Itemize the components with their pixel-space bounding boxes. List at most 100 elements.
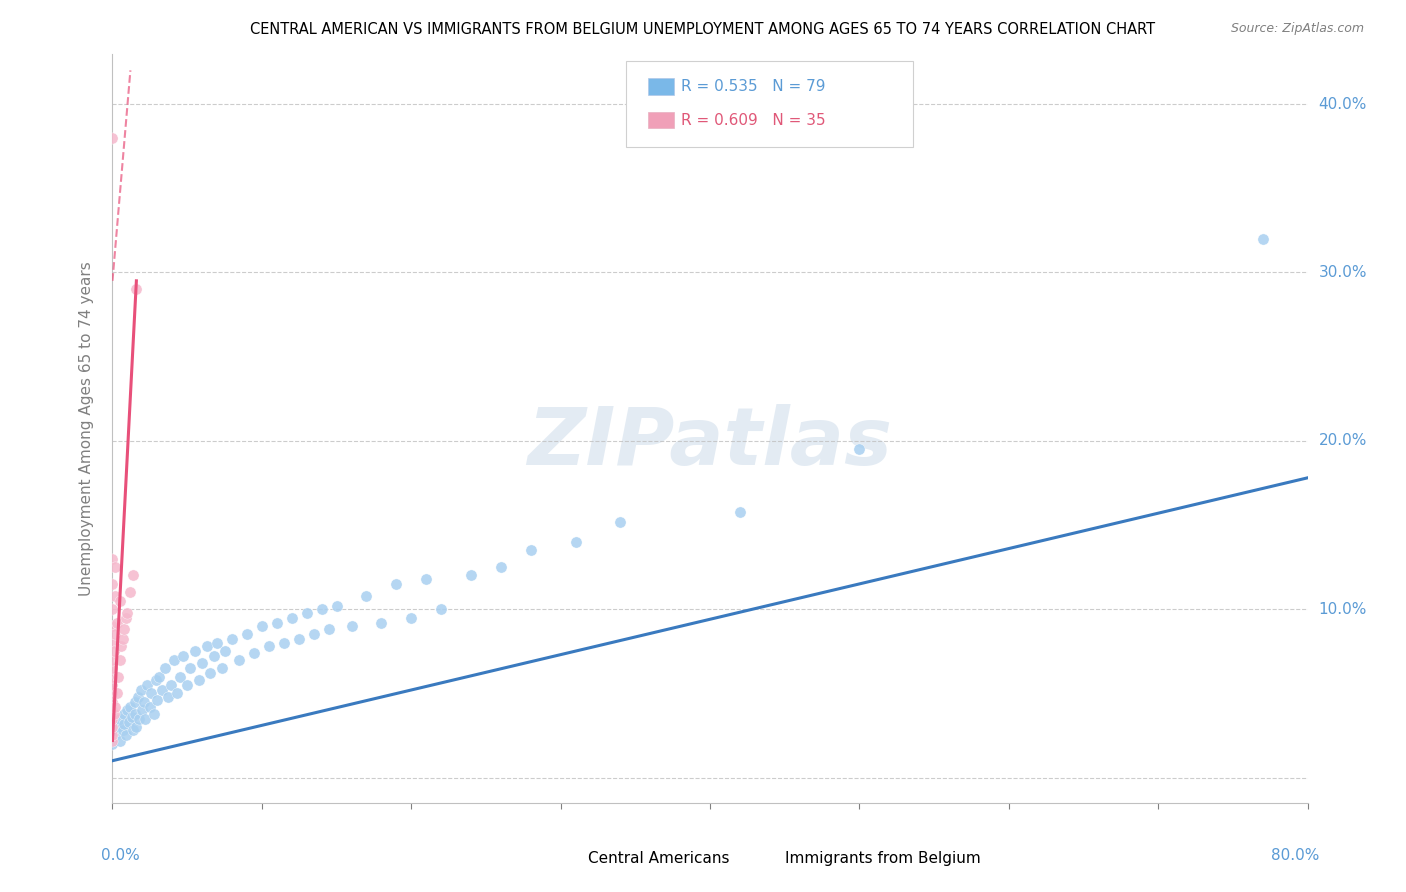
Point xyxy=(236,627,259,641)
Point xyxy=(191,656,214,670)
Bar xyxy=(648,78,675,95)
Point xyxy=(325,599,347,613)
Point xyxy=(281,610,304,624)
Point xyxy=(564,534,586,549)
Point xyxy=(1251,232,1274,246)
Point xyxy=(489,560,512,574)
Point xyxy=(101,669,124,683)
Point xyxy=(101,661,124,675)
Point xyxy=(198,666,221,681)
Point xyxy=(120,699,142,714)
Point xyxy=(101,551,124,566)
Point xyxy=(143,706,166,721)
Point xyxy=(311,602,333,616)
Point xyxy=(273,636,295,650)
Text: 20.0%: 20.0% xyxy=(1319,434,1367,449)
Point xyxy=(520,543,543,558)
Point xyxy=(101,695,124,709)
Text: R = 0.609   N = 35: R = 0.609 N = 35 xyxy=(682,112,825,128)
Point xyxy=(104,728,127,742)
Point xyxy=(101,636,124,650)
Point xyxy=(105,615,128,630)
Y-axis label: Unemployment Among Ages 65 to 74 years: Unemployment Among Ages 65 to 74 years xyxy=(79,260,94,596)
Point xyxy=(129,683,152,698)
Point xyxy=(125,720,148,734)
Point xyxy=(172,649,194,664)
Point xyxy=(302,627,325,641)
Point xyxy=(118,714,141,729)
Point xyxy=(214,644,236,658)
Point xyxy=(101,619,124,633)
Point xyxy=(295,606,318,620)
Point xyxy=(139,699,162,714)
Point xyxy=(108,712,131,726)
Point xyxy=(415,572,437,586)
Point xyxy=(370,615,392,630)
Text: ZIPatlas: ZIPatlas xyxy=(527,404,893,483)
Point xyxy=(101,686,124,700)
Point xyxy=(101,733,124,747)
Point xyxy=(150,683,173,698)
Text: R = 0.535   N = 79: R = 0.535 N = 79 xyxy=(682,79,825,94)
Point xyxy=(108,733,131,747)
Bar xyxy=(554,852,581,868)
Point xyxy=(259,639,281,653)
Point xyxy=(120,585,142,599)
Point xyxy=(101,653,124,667)
Point xyxy=(103,644,125,658)
Point xyxy=(122,723,145,738)
Point xyxy=(127,690,149,704)
Point xyxy=(114,623,135,637)
Point xyxy=(609,515,631,529)
Text: 30.0%: 30.0% xyxy=(1319,265,1367,280)
Point xyxy=(115,728,138,742)
Point xyxy=(134,712,156,726)
Point xyxy=(101,720,124,734)
Text: Immigrants from Belgium: Immigrants from Belgium xyxy=(786,852,981,866)
Point xyxy=(228,653,250,667)
Point xyxy=(117,703,139,717)
Point xyxy=(179,661,201,675)
Point xyxy=(117,606,139,620)
Point xyxy=(101,728,124,742)
Point xyxy=(148,669,170,683)
Point xyxy=(356,589,378,603)
Point xyxy=(104,589,127,603)
Point xyxy=(124,695,146,709)
Text: Source: ZipAtlas.com: Source: ZipAtlas.com xyxy=(1230,22,1364,36)
FancyBboxPatch shape xyxy=(627,61,914,147)
Point xyxy=(114,706,135,721)
Point xyxy=(146,693,169,707)
Point xyxy=(340,619,363,633)
Point xyxy=(401,610,423,624)
Point xyxy=(159,678,181,692)
Point xyxy=(728,504,751,518)
Point xyxy=(176,678,198,692)
Point xyxy=(318,623,340,637)
Point xyxy=(105,720,128,734)
Point xyxy=(101,602,124,616)
Point xyxy=(460,568,482,582)
Text: 80.0%: 80.0% xyxy=(1271,847,1320,863)
Text: CENTRAL AMERICAN VS IMMIGRANTS FROM BELGIUM UNEMPLOYMENT AMONG AGES 65 TO 74 YEA: CENTRAL AMERICAN VS IMMIGRANTS FROM BELG… xyxy=(250,22,1156,37)
Point xyxy=(156,690,179,704)
Point xyxy=(111,723,134,738)
Point xyxy=(128,712,150,726)
Point xyxy=(266,615,288,630)
Text: 40.0%: 40.0% xyxy=(1319,96,1367,112)
Point xyxy=(105,686,128,700)
Point xyxy=(121,710,143,724)
Point xyxy=(107,669,129,683)
Point xyxy=(250,619,273,633)
Point xyxy=(385,577,408,591)
Point xyxy=(132,695,155,709)
Point xyxy=(101,712,124,726)
Point xyxy=(211,661,233,675)
Point xyxy=(163,653,186,667)
Point xyxy=(103,706,125,721)
Point xyxy=(188,673,211,687)
Point xyxy=(145,673,167,687)
Point xyxy=(114,716,135,731)
Point xyxy=(111,632,134,647)
Point xyxy=(848,442,870,457)
